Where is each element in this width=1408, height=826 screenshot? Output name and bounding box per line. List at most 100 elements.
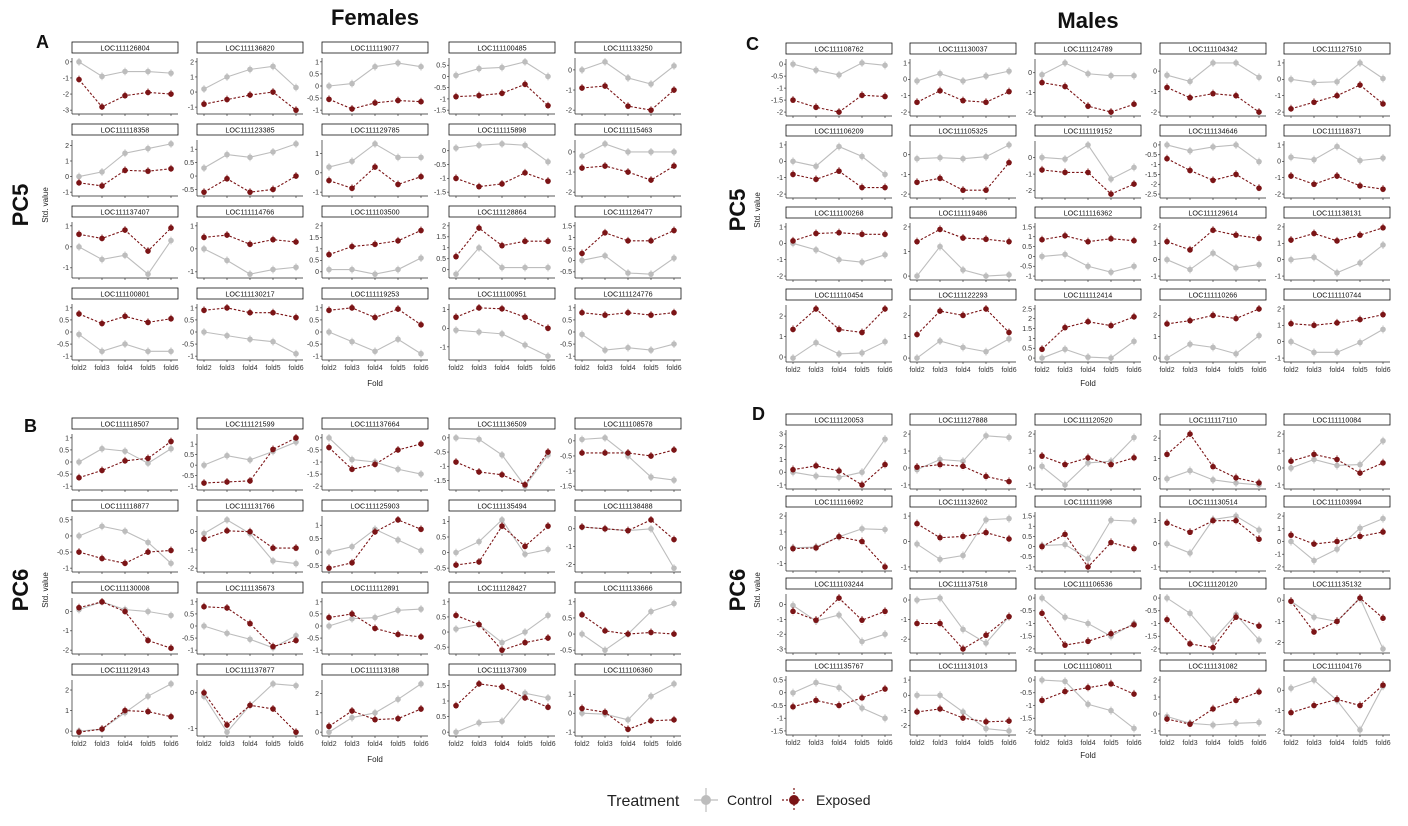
y-tick-label: 1 [442,698,446,705]
y-tick-label: 0.5 [309,536,319,543]
control-point [1380,242,1386,248]
exposed-point [859,329,865,336]
y-tick-label: 1 [1028,524,1032,531]
facet-title: LOC111133250 [603,43,652,52]
control-point [168,681,174,687]
exposed-series [790,91,888,117]
y-tick-label: -0.5 [307,447,319,454]
exposed-series [1288,681,1386,717]
y-tick-label: 0 [65,609,69,616]
control-point [1288,538,1294,545]
exposed-point [1311,541,1317,547]
exposed-point [99,555,105,562]
y-tick-label: 1 [1277,526,1281,533]
exposed-series [201,231,299,249]
exposed-point [99,467,105,474]
x-tick-label: fold4 [242,741,257,748]
y-tick-label: -1 [1026,564,1032,571]
exposed-point [1006,478,1012,485]
y-tick-label: -2.5 [1145,191,1157,198]
x-tick-label: fold6 [288,365,303,372]
y-tick-label: 0.5 [59,517,69,524]
control-point [1164,142,1170,148]
exposed-line [328,166,422,189]
facet-strip [448,663,556,676]
control-point [914,692,920,699]
exposed-series [579,308,677,320]
facet-title: LOC111122293 [938,290,987,299]
exposed-point [499,523,505,529]
facet-strip [321,417,429,430]
facet-strip [909,495,1017,508]
facet-title: LOC111138131 [1312,208,1361,217]
x-tick-label: fold6 [1375,367,1390,374]
facet-title: LOC111131082 [1188,661,1237,670]
control-point [1380,515,1386,522]
exposed-point [326,723,332,730]
x-tick-label: fold5 [1228,740,1243,747]
y-tick-label: -1 [313,108,319,115]
x-tick-label: fold4 [831,367,846,374]
facet-strip [1159,495,1267,508]
exposed-point [1256,109,1262,115]
facet-title: LOC111118877 [101,501,150,510]
exposed-point [882,93,888,100]
y-axis-title: Std. value [41,187,50,223]
exposed-line [581,229,675,254]
facet-title: LOC111113188 [351,665,400,674]
exposed-point [1380,529,1386,535]
control-point [1062,156,1068,162]
y-tick-label: 1 [779,529,783,536]
exposed-series [1288,527,1386,549]
facet-title: LOC111118358 [101,125,150,134]
exposed-point [270,236,276,243]
exposed-series [326,705,424,731]
exposed-point [1233,614,1239,620]
x-tick-label: fold2 [1034,367,1049,374]
x-tick-label: fold3 [344,741,359,748]
exposed-point [1357,82,1363,88]
exposed-point [1311,322,1317,329]
y-tick-label: 0.5 [59,447,69,454]
x-tick-label: fold4 [494,741,509,748]
exposed-series [1039,609,1137,650]
control-point [349,338,355,345]
exposed-point [545,178,551,184]
exposed-point [349,559,355,566]
facet-strip [909,42,1017,55]
exposed-point [1085,684,1091,691]
exposed-line [1166,433,1260,484]
y-tick-label: 0 [903,465,907,472]
facet-title: LOC111129143 [100,665,149,674]
y-tick-label: 0 [65,244,69,251]
y-tick-label: -1 [188,484,194,491]
control-point [882,631,888,637]
exposed-series [76,597,174,653]
exposed-point [395,447,401,453]
y-tick-label: 0.5 [1022,534,1032,541]
control-point [1085,701,1091,708]
facet-title: LOC111112891 [351,583,400,592]
control-point [293,439,299,445]
y-tick-label: 0 [779,470,783,477]
control-point [914,355,920,361]
facet-strip [71,123,179,136]
y-tick-label: -1.5 [1020,716,1032,723]
x-tick-label: fold6 [877,740,892,747]
x-tick-label: fold6 [1126,367,1141,374]
y-tick-label: 0.5 [1022,244,1032,251]
component-label: PC5 [725,189,750,232]
control-point [395,60,401,66]
exposed-point [1334,618,1340,625]
facet-strip [71,663,179,676]
exposed-point [1062,232,1068,239]
y-tick-label: 1 [1277,448,1281,455]
y-tick-label: 0.5 [184,611,194,618]
x-tick-label: fold2 [321,365,336,372]
facet-title: LOC111104176 [1312,661,1361,670]
